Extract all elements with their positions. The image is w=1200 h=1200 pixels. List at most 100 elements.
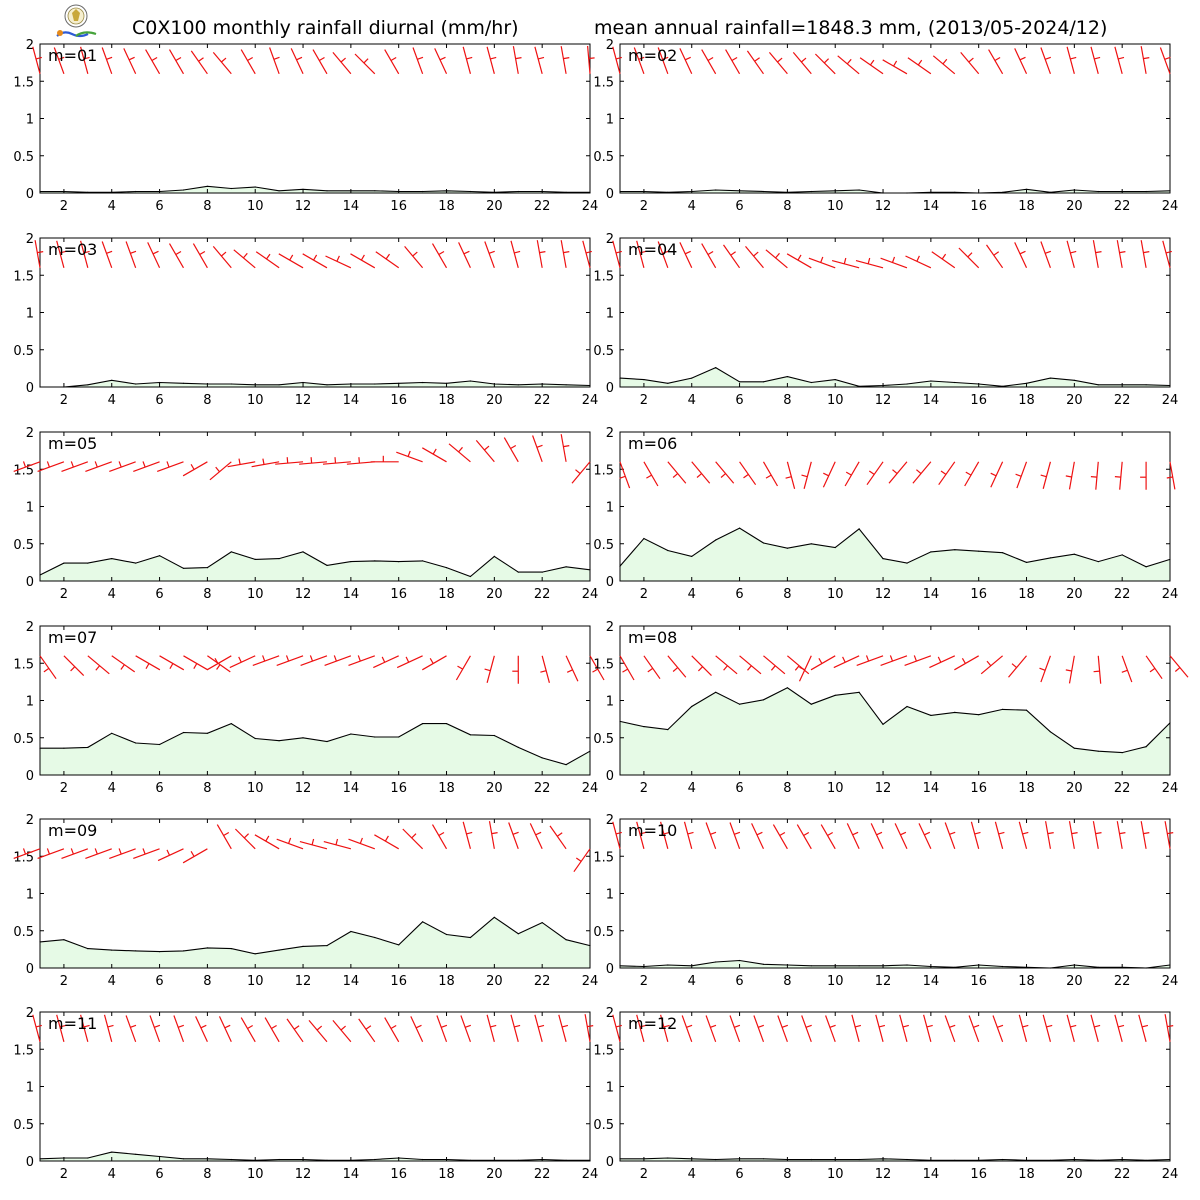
data-point [254,737,256,740]
rain-line [619,527,1171,568]
data-point [667,1157,669,1159]
x-tick-label: 14 [343,199,360,214]
data-point [374,736,376,738]
y-tick-label: 0 [606,962,614,977]
wind-barb [787,655,810,675]
wind-barb-shaft [302,253,328,269]
data-point [517,190,519,193]
panel-label: m=11 [48,1014,97,1033]
wind-barb-flag [273,56,280,60]
wind-barb-shaft [455,655,471,681]
wind-barb-shaft [322,461,351,465]
data-point [326,384,328,386]
rain-area [620,687,1170,775]
y-tick-label: 0.5 [593,344,614,359]
wind-barb-shaft [109,461,136,472]
wind-barb-shaft [705,1015,717,1043]
wind-barb-flag [1065,475,1072,478]
wind-barb [374,834,399,850]
data-point [667,964,669,966]
x-tick-label: 14 [923,974,940,989]
x-tick-label: 4 [108,781,116,796]
wind-barb-shaft [80,1014,89,1042]
wind-barb-shaft [820,824,836,850]
wind-barb-flag [200,1024,207,1029]
data-point [422,381,424,384]
x-tick-label: 10 [827,199,844,214]
wind-barb [882,59,908,75]
wind-barb-flag [357,655,361,662]
wind-barb [1169,655,1189,678]
data-point [422,190,424,193]
wind-barb [125,241,137,269]
rain-line [619,959,1171,969]
y-tick-label: 1 [26,888,34,903]
wind-barb-flag [381,656,386,663]
data-point [565,939,567,941]
wind-barb-flag [615,250,622,254]
wind-barb [960,52,980,75]
data-point [565,764,567,766]
x-tick-label: 22 [1114,781,1131,796]
wind-barb-shaft [1159,47,1171,75]
y-tick-label: 1.5 [593,269,614,284]
wind-barb [1018,1014,1029,1042]
data-point [1097,750,1099,752]
wind-barb-flag [779,831,786,837]
wind-barb-flag [538,1024,545,1028]
wind-barb [866,461,884,486]
panel-label: m=07 [48,628,97,647]
data-point [541,571,543,573]
data-point [374,383,376,385]
wind-barb-shaft [667,461,687,484]
data-point [422,1158,424,1161]
wind-barb-flag [199,250,206,256]
wind-barb-flag [876,831,883,836]
x-tick-label: 4 [688,393,696,408]
y-tick-label: 2 [26,620,34,635]
rain-line [40,379,591,388]
wind-barb-flag [615,1024,622,1028]
wind-barb-flag [913,655,917,662]
wind-barb [1116,240,1126,268]
data-point [715,539,717,541]
wind-barb-flag [262,458,265,465]
wind-barb-flag [152,250,159,255]
wind-barb [323,838,352,850]
y-tick-label: 0 [26,575,34,590]
y-tick-label: 0.5 [593,925,614,940]
data-point [230,187,232,190]
wind-barb-flag [439,56,446,61]
data-point [715,367,717,369]
data-point [87,948,89,950]
wind-barb-flag [365,1025,372,1030]
wind-barb-shaft [332,1020,352,1043]
wind-barb-shaft [1066,46,1075,74]
wind-barb [85,461,112,472]
wind-barb [269,47,280,75]
wind-barb-shaft [32,46,41,74]
wind-barb-flag [639,250,646,254]
wind-barb [350,253,376,269]
x-tick-label: 8 [783,974,791,989]
data-point [882,723,884,725]
x-tick-label: 20 [486,781,503,796]
wind-barb [135,655,161,671]
y-tick-label: 2 [606,232,614,247]
wind-barb-flag [797,254,802,261]
data-point [762,190,765,193]
wind-barb [679,242,693,269]
wind-barb [373,655,399,669]
data-point [87,746,89,749]
wind-barb-flag [707,250,714,256]
wind-barb-shaft [657,241,669,269]
data-point [445,567,448,569]
wind-barb [1116,821,1126,849]
x-tick-label: 14 [923,587,940,602]
y-tick-label: 2 [26,38,34,53]
wind-barb-flag [805,1024,812,1028]
wind-barb-flag [1015,473,1022,477]
wind-barb-shaft [421,655,447,671]
wind-barb [980,655,1003,675]
x-tick-label: 10 [247,393,264,408]
